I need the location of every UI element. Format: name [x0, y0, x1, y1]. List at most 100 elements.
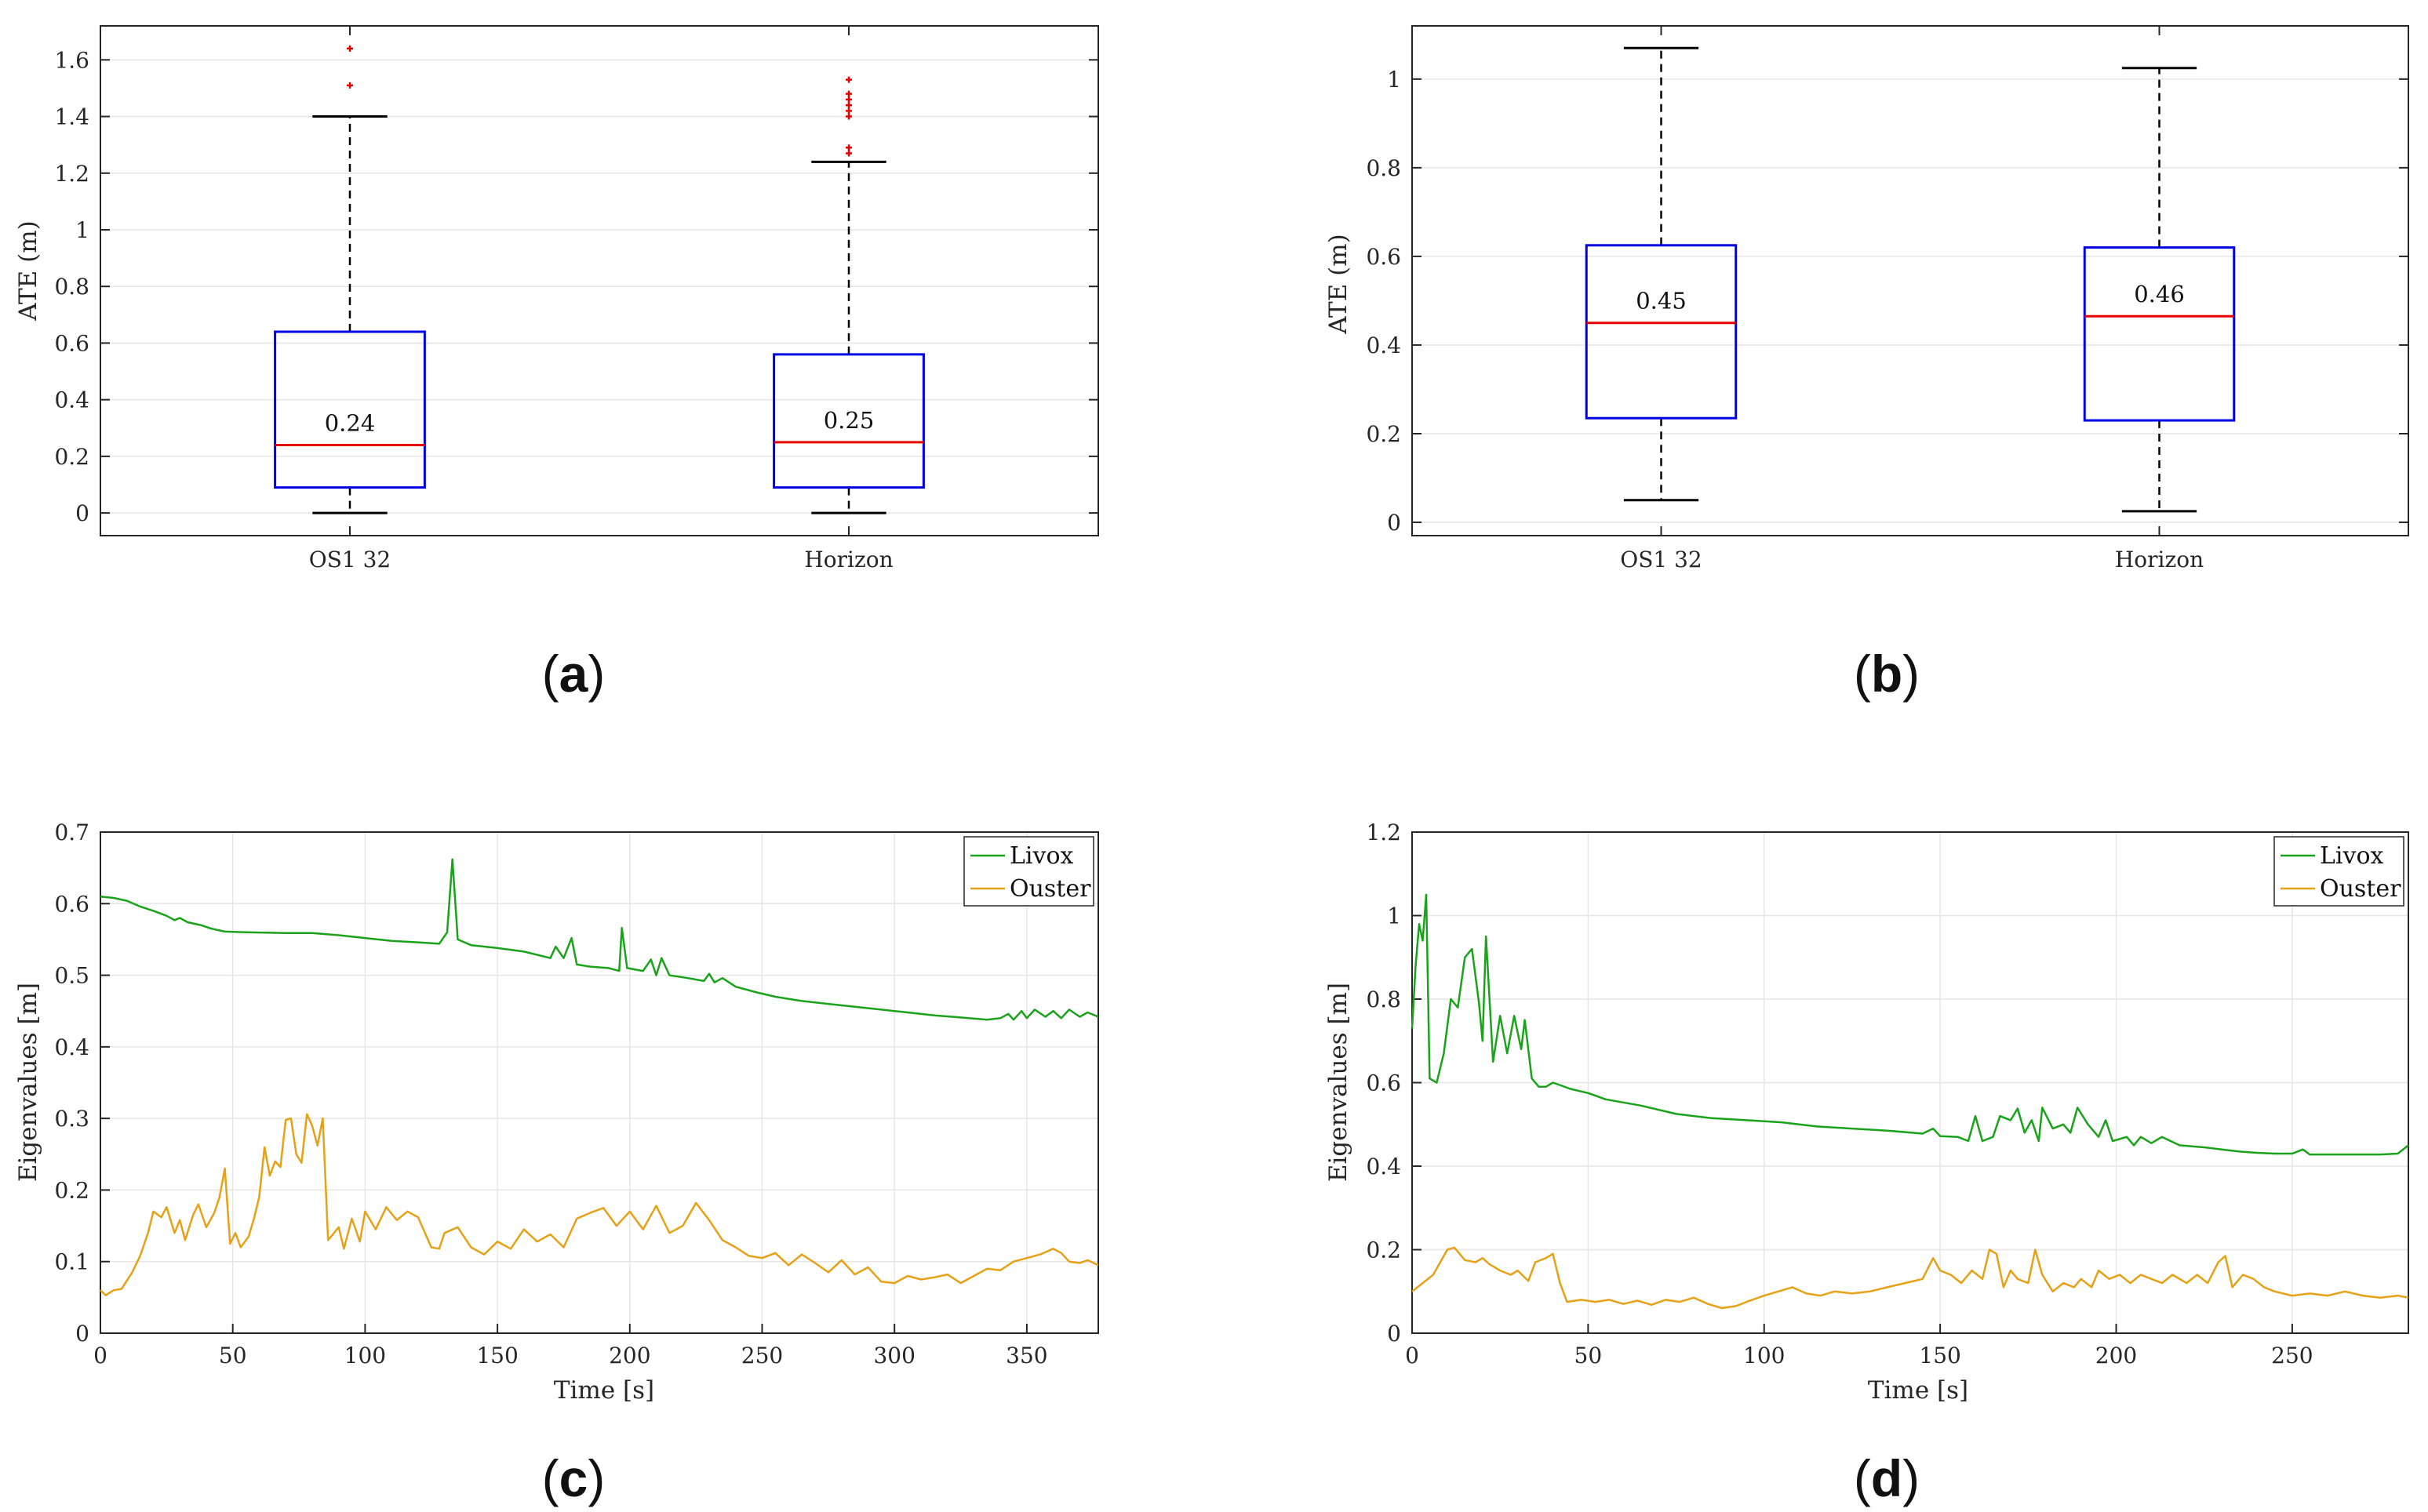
panel-d-xtick-label: 0: [1405, 1343, 1419, 1368]
panel-d-legend-box: [2273, 836, 2404, 907]
panel-c-caption-letter: c: [559, 1449, 588, 1507]
panel-c-xtick-label: 0: [93, 1343, 107, 1368]
panel-a-ytick-label: 0.8: [54, 274, 89, 300]
panel-d-caption: (d): [1854, 1449, 1920, 1507]
panel-a-box-2-outlier: [846, 90, 852, 97]
panel-a-box-1-median-label: 0.24: [325, 409, 376, 436]
panel-a-box-2-outlier: [846, 102, 852, 109]
panel-a-ytick-label: 1.6: [54, 47, 89, 73]
panel-a-caption-close: ): [588, 645, 605, 703]
panel-a-ytick-label: 1: [75, 217, 89, 243]
panel-d-ylabel: Eigenvalues [m]: [1324, 983, 1352, 1182]
panel-d-series-livox: [1411, 893, 2409, 1156]
panel-a-box-2-outlier: [846, 76, 852, 83]
panel-d-ytick-label: 0.8: [1366, 987, 1401, 1012]
panel-c-ytick-label: 0.3: [54, 1106, 89, 1132]
panel-a-box-2-median-label: 0.25: [824, 407, 875, 434]
panel-d-caption-letter: d: [1871, 1449, 1902, 1507]
panel-d-ytick-label: 0.2: [1366, 1238, 1401, 1263]
panel-c-ytick-label: 0.1: [54, 1249, 89, 1275]
panel-b-ytick-label: 1: [1387, 67, 1401, 93]
panel-b-caption-close: ): [1902, 645, 1920, 703]
panel-c-legend: Livox Ouster: [963, 836, 1094, 907]
panel-c-legend-label-ouster: Ouster: [1010, 875, 1091, 903]
panel-a-ytick-label: 1.4: [54, 104, 89, 130]
panel-b-xtick-label: Horizon: [2115, 547, 2204, 572]
panel-c-caption-close: ): [588, 1449, 605, 1507]
panel-a-box-2-outlier: [846, 113, 852, 120]
panel-d-xtick-label: 250: [2271, 1343, 2313, 1368]
panel-a-ytick-label: 0.2: [54, 444, 89, 470]
panel-d-ytick-label: 0.6: [1366, 1070, 1401, 1096]
panel-b-ylabel: ATE (m): [1324, 234, 1352, 334]
panel-d-plot: 0 0.2 0.4 0.6 0.8 1 1.2 0 50 100 150 200 250 Livox Ous…: [1366, 820, 2409, 1368]
panel-b-ytick-label: 0: [1387, 510, 1401, 536]
panel-c-xtick-label: 50: [219, 1343, 247, 1368]
panel-c-xtick-label: 250: [741, 1343, 783, 1368]
panel-b-caption-open: (: [1854, 645, 1871, 703]
panel-c-ytick-label: 0: [75, 1321, 89, 1347]
panel-c-legend-box: [963, 836, 1094, 907]
panel-d-caption-close: ): [1902, 1449, 1920, 1507]
panel-c-ytick-label: 0.5: [54, 963, 89, 989]
panel-a-ytick-label: 1.2: [54, 161, 89, 187]
panel-c-xlabel: Time [s]: [554, 1376, 654, 1405]
panel-d-series-ouster: [1411, 1246, 2409, 1310]
panel-c-ytick-label: 0.6: [54, 891, 89, 917]
panel-a-axes-frame: [100, 25, 1099, 536]
panel-c-xtick-label: 350: [1006, 1343, 1047, 1368]
panel-b-ytick-label: 0.8: [1366, 155, 1401, 181]
panel-d-ytick-label: 0.4: [1366, 1154, 1401, 1179]
panel-d-legend-label-livox: Livox: [2320, 842, 2384, 870]
panel-c-xtick-label: 200: [609, 1343, 650, 1368]
panel-a: ATE (m) 0 0.2 0.4 0.6 0.8 1 1.2 1.4 1.6 OS1 32 Hor…: [14, 25, 1099, 703]
panel-a-box-2-iqr: [773, 353, 925, 489]
panel-d-legend: Livox Ouster: [2273, 836, 2404, 907]
panel-c: Eigenvalues [m] Time [s] 0 0.1 0.2 0.3 0.4 0.…: [14, 820, 1099, 1507]
panel-d-xtick-label: 200: [2095, 1343, 2137, 1368]
panel-d-xlabel: Time [s]: [1868, 1376, 1968, 1405]
panel-a-box-2-outlier: [846, 144, 852, 151]
panel-d-xtick-label: 50: [1574, 1343, 1603, 1368]
panel-b-axes-frame: [1411, 25, 2409, 536]
panel-b-caption: (b): [1854, 645, 1920, 703]
panel-c-legend-label-livox: Livox: [1010, 842, 1074, 870]
panel-b-box-2-median-label: 0.46: [2134, 281, 2185, 307]
panel-a-caption-open: (: [542, 645, 559, 703]
panel-a-plot: 0 0.2 0.4 0.6 0.8 1 1.2 1.4 1.6 OS1 32 Horizon 0.24…: [54, 25, 1099, 572]
panel-c-caption-open: (: [542, 1449, 559, 1507]
panel-a-ylabel: ATE (m): [14, 220, 42, 321]
panel-b-ytick-label: 0.6: [1366, 244, 1401, 270]
panel-b-ytick-label: 0.4: [1366, 333, 1401, 358]
panel-b-box-1-iqr: [1585, 244, 1738, 420]
panel-a-box-1-outlier: [347, 82, 353, 89]
panel-a-ytick-label: 0.4: [54, 387, 89, 413]
panel-a-xtick-label: OS1 32: [309, 547, 391, 572]
panel-d-axes-frame: [1411, 831, 2409, 1334]
panel-d-caption-open: (: [1854, 1449, 1871, 1507]
panel-c-ytick-label: 0.4: [54, 1034, 89, 1060]
panel-b-box-1-median-label: 0.45: [1636, 288, 1687, 314]
panel-d-xtick-label: 100: [1743, 1343, 1785, 1368]
panel-a-caption: (a): [542, 645, 606, 703]
panel-a-box-1-iqr: [274, 330, 426, 489]
panel-c-axes-frame: [100, 831, 1099, 1334]
panel-d-ytick-label: 1.2: [1366, 820, 1401, 845]
panel-a-box-2-outlier: [846, 150, 852, 157]
panel-c-xtick-label: 300: [873, 1343, 915, 1368]
panel-c-caption: (c): [542, 1449, 606, 1507]
panel-c-series-livox: [100, 858, 1099, 1021]
panel-c-ytick-label: 0.7: [54, 820, 89, 845]
panel-a-ytick-label: 0.6: [54, 330, 89, 356]
panel-a-xtick-label: Horizon: [804, 547, 893, 572]
panel-c-ylabel: Eigenvalues [m]: [14, 983, 42, 1182]
panel-d-ytick-label: 1: [1387, 903, 1401, 929]
panel-b-box-2-iqr: [2083, 246, 2236, 422]
panel-d: Eigenvalues [m] Time [s] 0 0.2 0.4 0.6 0.8 1 1…: [1324, 820, 2409, 1507]
panel-a-caption-letter: a: [559, 645, 589, 703]
panel-c-xtick-label: 100: [344, 1343, 386, 1368]
panel-b-ytick-label: 0.2: [1366, 421, 1401, 447]
panel-c-xtick-label: 150: [476, 1343, 518, 1368]
panel-b-caption-letter: b: [1871, 645, 1902, 703]
